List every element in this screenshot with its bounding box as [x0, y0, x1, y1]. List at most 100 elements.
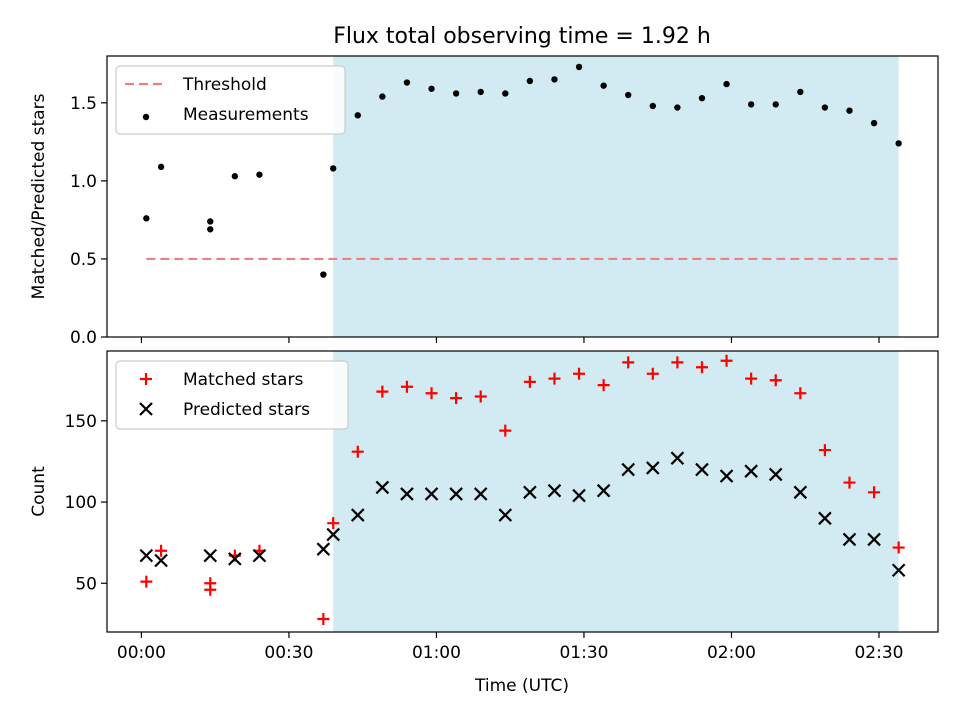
- x-tick-label: 02:30: [854, 643, 903, 663]
- legend-matched-swatch: [140, 373, 152, 385]
- measurement-point: [870, 119, 878, 127]
- matched-star-point: [745, 372, 758, 385]
- panel-2: 50 100 150 00:00 00:30 01:00 01:30 02:00 02:30 Co…: [29, 350, 939, 663]
- predicted-star-point: [154, 553, 168, 568]
- y-axis-label: Matched/Predicted stars: [29, 93, 49, 299]
- matched-star-point: [573, 367, 586, 380]
- axes-frame: [106, 350, 939, 633]
- measurement-point: [649, 102, 657, 110]
- measurement-point: [403, 79, 411, 86]
- legend-box: [115, 65, 346, 135]
- predicted-star-point: [793, 485, 808, 500]
- predicted-star-point: [139, 548, 154, 563]
- measurement-point: [452, 90, 460, 97]
- measurement-point: [723, 80, 730, 88]
- predicted-star-point: [449, 487, 463, 501]
- x-tick-label: 01:30: [559, 643, 608, 663]
- y-tick-label: 1.0: [70, 172, 97, 192]
- matched-star-point: [671, 356, 684, 369]
- matched-star-point: [499, 424, 512, 437]
- predicted-star-point: [719, 469, 734, 483]
- measurement-point: [600, 82, 607, 89]
- measurement-point: [772, 101, 779, 108]
- measurement-point: [477, 88, 484, 96]
- measurement-point: [143, 215, 150, 222]
- matched-star-point: [400, 380, 413, 393]
- measurement-point: [821, 104, 829, 111]
- predicted-star-point: [842, 532, 857, 547]
- x-tick-label: 01:00: [412, 643, 461, 663]
- matched-star-point: [351, 445, 364, 458]
- predicted-star-point: [350, 508, 365, 522]
- matched-star-point: [155, 544, 168, 557]
- legend: Matched stars Predicted stars: [115, 360, 349, 430]
- measurement-point: [354, 112, 361, 119]
- observing-interval-band: [333, 56, 899, 337]
- matched-star-point: [425, 387, 438, 400]
- observing-interval-band: [333, 351, 899, 632]
- legend-label: Threshold: [182, 75, 267, 95]
- predicted-star-point: [228, 552, 242, 566]
- matched-star-point: [597, 379, 610, 392]
- measurement-point: [674, 104, 681, 111]
- legend-predicted-swatch: [139, 402, 153, 416]
- predicted-star-point: [316, 542, 331, 556]
- predicted-star-point: [695, 462, 709, 477]
- x-tick-label: 02:00: [707, 643, 756, 663]
- legend: Threshold Measurements: [115, 65, 346, 135]
- y-tick-label: 1.5: [70, 94, 97, 114]
- y-axis-label: Count: [29, 466, 49, 517]
- y-tick-label: 50: [75, 574, 97, 594]
- matched-star-point: [548, 372, 561, 385]
- measurement-point: [895, 140, 902, 147]
- measurement-point: [379, 93, 386, 100]
- measurement-point: [320, 271, 327, 278]
- matched-star-point: [376, 385, 389, 398]
- predicted-star-point: [891, 563, 906, 578]
- measurement-point: [575, 63, 583, 71]
- legend-measurement-swatch: [142, 113, 150, 121]
- y-tick-label: 0.0: [70, 328, 97, 348]
- matched-star-point: [622, 356, 635, 369]
- measurement-point: [207, 218, 214, 225]
- matched-star-point: [474, 390, 487, 403]
- predicted-star-point: [670, 451, 685, 465]
- measurement-point: [256, 171, 263, 178]
- matched-star-point: [140, 575, 153, 588]
- predicted-star-point: [646, 461, 660, 475]
- matched-star-point: [450, 392, 463, 405]
- measurement-point: [502, 90, 509, 97]
- chart-title: Flux total observing time = 1.92 h: [333, 24, 711, 49]
- y-tick-label: 150: [65, 412, 97, 432]
- panel-1: 0.0 0.5 1.0 1.5 Matched/Predicted stars Thres…: [29, 55, 939, 348]
- matched-star-point: [794, 387, 807, 400]
- predicted-star-point: [768, 467, 783, 482]
- measurement-point: [698, 94, 706, 102]
- predicted-star-point: [473, 487, 488, 501]
- predicted-star-point: [523, 485, 537, 500]
- x-tick-label: 00:00: [117, 643, 166, 663]
- measurement-point: [797, 88, 804, 96]
- measurement-point: [157, 163, 165, 171]
- matched-star-point: [868, 486, 881, 499]
- matched-star-point: [843, 476, 856, 489]
- predicted-star-point: [203, 548, 218, 563]
- matched-star-point: [818, 444, 831, 457]
- predicted-star-point: [596, 483, 611, 498]
- x-axis-label: Time (UTC): [474, 676, 569, 696]
- predicted-star-point: [867, 532, 881, 547]
- measurement-point: [551, 76, 558, 83]
- matched-star-point: [892, 541, 905, 554]
- legend-label: Matched stars: [183, 370, 303, 390]
- matched-star-point: [695, 361, 708, 374]
- predicted-star-point: [572, 488, 586, 503]
- matched-star-point: [204, 577, 217, 590]
- matched-star-point: [646, 367, 659, 380]
- measurement-point: [207, 226, 214, 233]
- measurement-point: [846, 107, 853, 114]
- predicted-star-point: [424, 487, 439, 501]
- measurement-point: [231, 173, 239, 180]
- legend-label: Measurements: [183, 105, 309, 125]
- y-tick-label: 0.5: [70, 250, 97, 270]
